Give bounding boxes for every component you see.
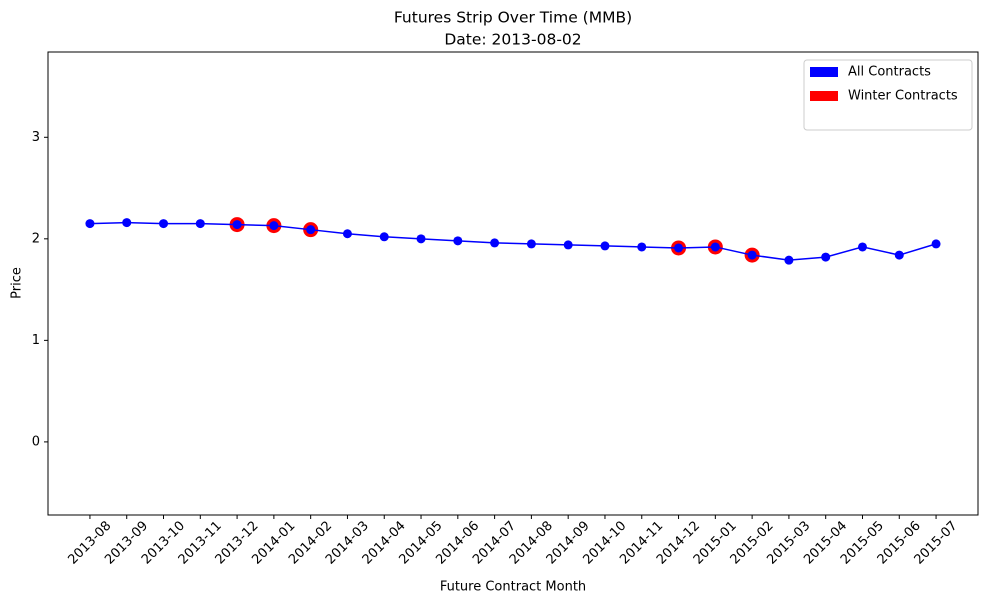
series-marker [894, 250, 904, 260]
series-marker [821, 252, 831, 262]
series-marker [195, 219, 205, 229]
series-marker [379, 232, 389, 242]
series-marker [453, 236, 463, 246]
chart-subtitle: Date: 2013-08-02 [444, 31, 581, 49]
series-marker [122, 218, 132, 228]
series-marker [342, 229, 352, 239]
y-tick-label: 3 [32, 130, 40, 145]
series-marker [526, 239, 536, 249]
series-marker [674, 243, 684, 253]
legend-label: All Contracts [848, 65, 931, 80]
y-tick-label: 2 [32, 231, 40, 246]
y-tick-label: 1 [32, 333, 40, 348]
series-marker [269, 221, 279, 231]
series-marker [232, 220, 242, 230]
plot-frame [47, 51, 979, 516]
y-tick-label: 0 [32, 434, 40, 449]
series-marker [490, 238, 500, 248]
legend-swatch [810, 67, 838, 77]
series-marker [931, 239, 941, 249]
series-marker [563, 240, 573, 250]
series-marker [784, 255, 794, 265]
chart-title: Futures Strip Over Time (MMB) [394, 9, 632, 27]
series-marker [747, 250, 757, 260]
series-marker [416, 234, 426, 244]
series-marker [600, 241, 610, 251]
series-marker [710, 242, 720, 252]
y-axis-label: Price [10, 267, 25, 299]
series-marker [306, 225, 316, 235]
legend-swatch [810, 91, 838, 101]
series-marker [857, 242, 867, 252]
legend-label: Winter Contracts [848, 89, 958, 104]
series-marker [159, 219, 169, 229]
series-marker [85, 219, 95, 229]
series-line [89, 221, 937, 261]
series-marker [637, 242, 647, 252]
legend-box [803, 59, 973, 131]
x-axis-label: Future Contract Month [440, 580, 586, 595]
